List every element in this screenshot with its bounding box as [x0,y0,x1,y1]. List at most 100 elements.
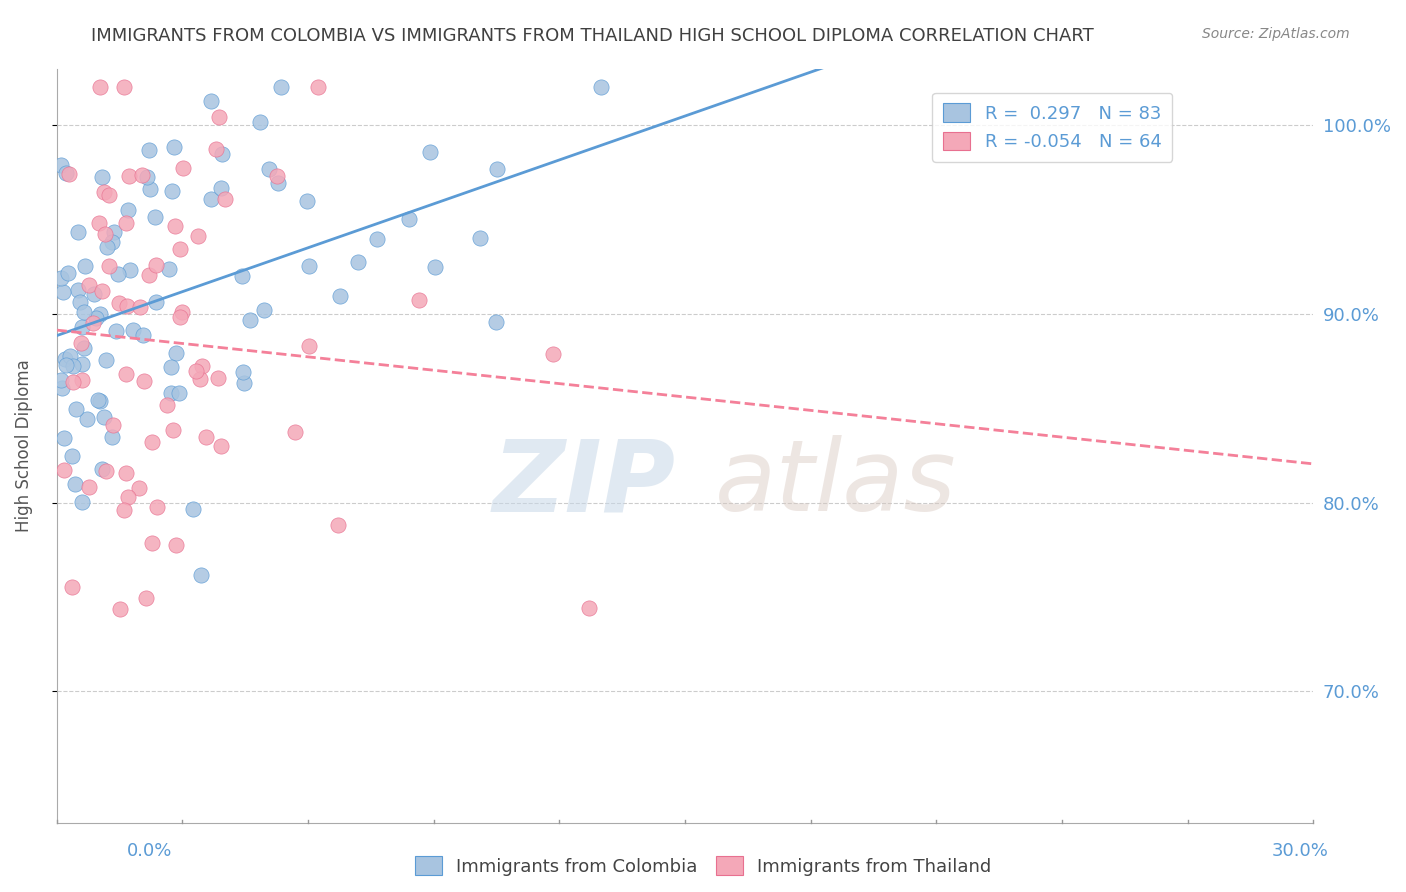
Text: ZIP: ZIP [494,435,676,533]
Point [298,259,321,273]
Point [270,80,292,95]
Point [141,536,163,550]
Point [128,300,150,314]
Point [141,434,163,449]
Point [298,339,321,353]
Point [70,372,93,386]
Point [87,393,110,408]
Point [122,323,145,337]
Point [49,158,72,172]
Point [143,210,166,224]
Point [131,328,153,343]
Point [107,267,129,281]
Point [51,381,73,395]
Point [87,216,110,230]
Y-axis label: High School Diploma: High School Diploma [15,359,32,533]
Point [165,219,187,234]
Point [73,341,96,355]
Point [94,464,117,478]
Point [138,268,160,282]
Point [101,235,124,250]
Point [419,145,441,159]
Point [138,144,160,158]
Point [307,80,329,95]
Point [266,169,288,184]
Point [136,170,159,185]
Text: Source: ZipAtlas.com: Source: ZipAtlas.com [1202,27,1350,41]
Point [591,80,613,95]
Point [89,307,111,321]
Point [98,187,121,202]
Point [169,310,191,325]
Point [60,449,83,463]
Point [115,367,138,381]
Point [160,360,183,375]
Point [184,364,207,378]
Point [94,352,117,367]
Point [207,370,229,384]
Point [72,494,94,508]
Point [326,517,349,532]
Point [66,225,89,239]
Point [93,227,115,241]
Point [66,283,89,297]
Point [55,358,77,372]
Point [110,602,132,616]
Point [195,430,218,444]
Point [73,259,96,273]
Point [160,184,183,198]
Point [163,140,186,154]
Point [91,284,114,298]
Point [114,216,136,230]
Point [93,409,115,424]
Point [96,240,118,254]
Point [70,335,93,350]
Point [209,181,232,195]
Point [172,161,194,175]
Point [145,259,167,273]
Point [112,80,135,95]
Point [58,167,80,181]
Point [257,162,280,177]
Point [187,228,209,243]
Point [347,255,370,269]
Point [49,373,72,387]
Point [169,385,191,400]
Point [108,295,131,310]
Point [89,394,111,409]
Point [65,477,87,491]
Point [115,466,138,480]
Text: IMMIGRANTS FROM COLOMBIA VS IMMIGRANTS FROM THAILAND HIGH SCHOOL DIPLOMA CORRELA: IMMIGRANTS FROM COLOMBIA VS IMMIGRANTS F… [91,27,1094,45]
Point [89,80,111,95]
Point [165,345,187,359]
Legend: Immigrants from Colombia, Immigrants from Thailand: Immigrants from Colombia, Immigrants fro… [408,849,998,883]
Point [101,418,124,433]
Point [52,285,75,300]
Point [170,305,193,319]
Point [58,266,80,280]
Point [200,94,222,108]
Point [53,463,76,477]
Text: atlas: atlas [714,435,956,533]
Point [139,182,162,196]
Point [69,295,91,310]
Point [146,500,169,514]
Point [169,242,191,256]
Point [134,374,156,388]
Point [249,115,271,129]
Point [98,260,121,274]
Point [295,194,318,208]
Point [470,231,492,245]
Legend: R =  0.297   N = 83, R = -0.054   N = 64: R = 0.297 N = 83, R = -0.054 N = 64 [932,93,1173,162]
Point [207,110,229,124]
Point [181,501,204,516]
Point [112,503,135,517]
Point [578,601,600,615]
Text: 0.0%: 0.0% [127,842,172,860]
Point [211,147,233,161]
Point [49,270,72,285]
Point [145,295,167,310]
Point [190,359,212,373]
Point [101,430,124,444]
Point [423,260,446,275]
